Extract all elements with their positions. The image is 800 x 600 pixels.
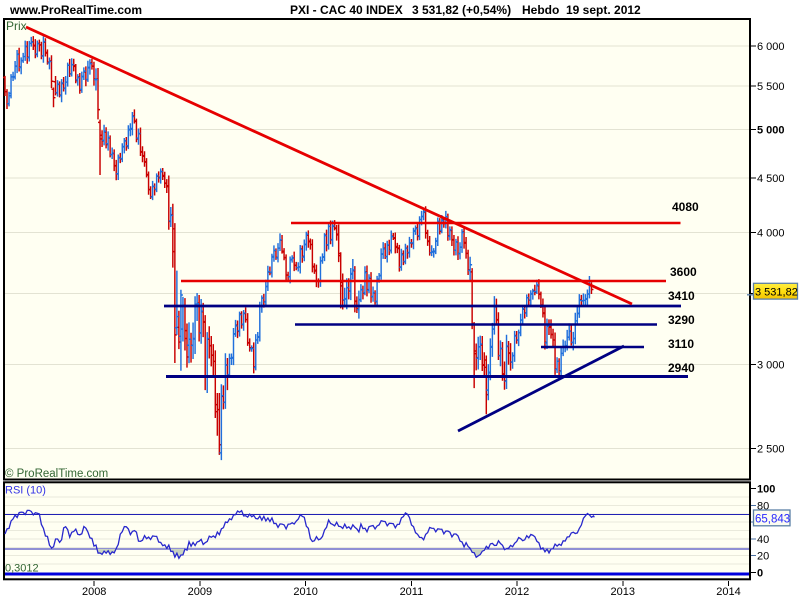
svg-text:3 531,82: 3 531,82: [755, 287, 798, 299]
svg-text:2940: 2940: [668, 361, 695, 375]
svg-text:2012: 2012: [505, 586, 529, 598]
svg-text:3600: 3600: [670, 265, 697, 279]
svg-text:2009: 2009: [188, 586, 212, 598]
svg-text:www.ProRealTime.com: www.ProRealTime.com: [9, 3, 142, 17]
svg-text:3290: 3290: [668, 313, 695, 327]
svg-text:© ProRealTime.com: © ProRealTime.com: [5, 468, 108, 480]
svg-text:6 000: 6 000: [757, 41, 785, 53]
svg-text:4080: 4080: [672, 200, 699, 214]
svg-text:Hebdo 19 sept. 2012: Hebdo 19 sept. 2012: [522, 3, 641, 17]
svg-text:2014: 2014: [716, 586, 740, 598]
svg-text:2008: 2008: [82, 586, 106, 598]
svg-text:4 000: 4 000: [757, 227, 785, 239]
svg-text:5 000: 5 000: [757, 125, 785, 137]
svg-text:3410: 3410: [668, 289, 695, 303]
svg-text:4 500: 4 500: [757, 173, 785, 185]
svg-text:20: 20: [757, 551, 769, 563]
svg-text:2013: 2013: [611, 586, 635, 598]
svg-text:5 500: 5 500: [757, 81, 785, 93]
svg-text:RSI (10): RSI (10): [5, 485, 46, 497]
svg-text:0,3012: 0,3012: [5, 563, 39, 575]
svg-text:40: 40: [757, 534, 769, 546]
svg-text:2011: 2011: [400, 586, 424, 598]
svg-text:2010: 2010: [293, 586, 317, 598]
svg-text:100: 100: [757, 484, 775, 496]
svg-text:65,843: 65,843: [755, 514, 790, 526]
svg-text:PXI - CAC 40 INDEX: PXI - CAC 40 INDEX: [290, 3, 403, 17]
svg-text:Prix: Prix: [6, 19, 27, 33]
svg-text:3 000: 3 000: [757, 360, 785, 372]
svg-text:2 500: 2 500: [757, 443, 785, 455]
svg-text:3 531,82 (+0,54%): 3 531,82 (+0,54%): [412, 3, 511, 17]
svg-text:0: 0: [757, 568, 763, 580]
svg-text:3110: 3110: [668, 337, 694, 351]
